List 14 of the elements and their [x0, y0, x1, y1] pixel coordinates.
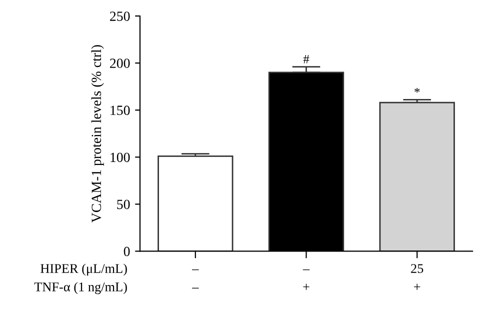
x-tick-label: – +	[302, 269, 310, 290]
annotation: #	[303, 55, 310, 64]
text: HIPER (μL/mL)	[40, 264, 127, 276]
text: TNF-α (1 ng/mL)	[34, 282, 127, 294]
y-tick-label: 150	[110, 106, 130, 116]
y-tick-label: 50	[117, 200, 130, 210]
y-tick-label: 250	[110, 12, 130, 21]
y-tick-label: 100	[110, 152, 130, 162]
y-tick-label: 200	[110, 58, 130, 68]
y-axis-title: VCAM-1 protein levels (% ctrl)	[91, 45, 104, 223]
y-tick-label: 0	[124, 246, 130, 256]
annotation: *	[414, 88, 420, 93]
x-tick-label: 25 +	[411, 264, 424, 290]
category-label: – –	[192, 269, 199, 288]
